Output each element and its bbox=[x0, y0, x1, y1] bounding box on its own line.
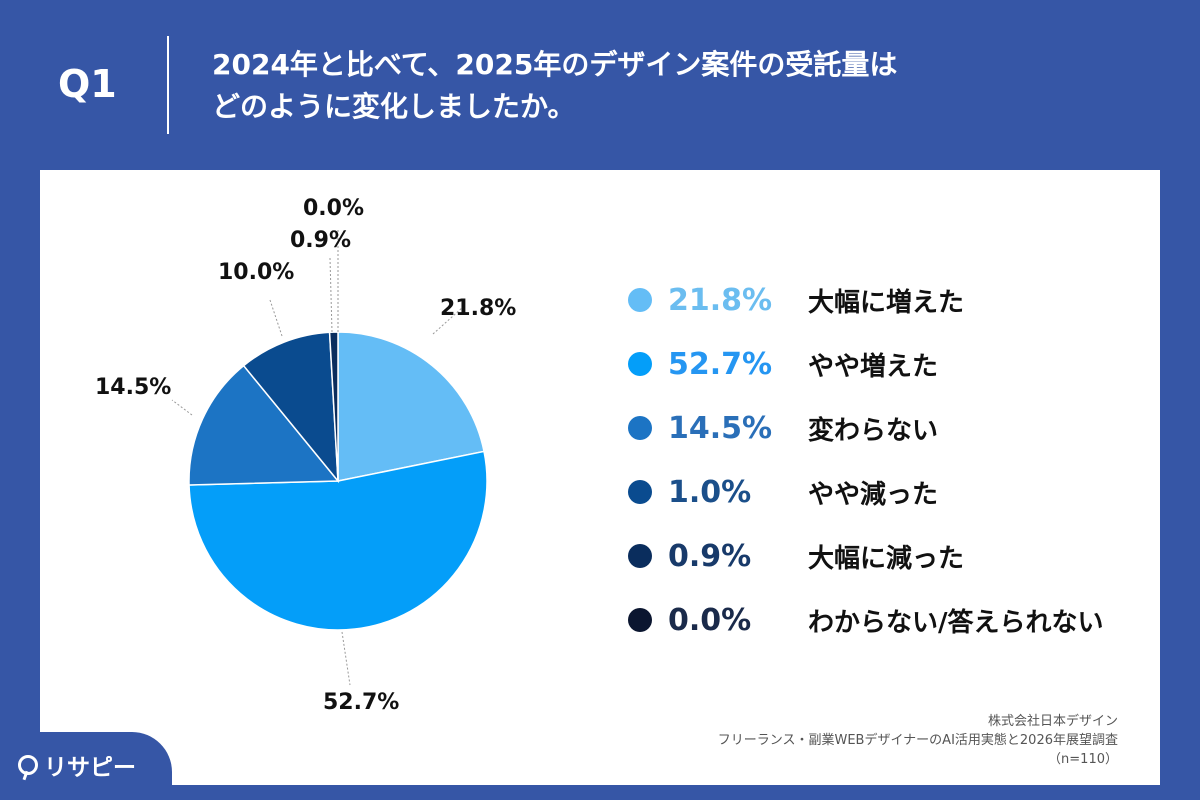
legend-item-5: 0.9% 大幅に減った bbox=[628, 536, 964, 576]
leader-line-1 bbox=[432, 306, 464, 335]
question-title: 2024年と比べて、2025年のデザイン案件の受託量は どのように変化しましたか… bbox=[212, 44, 897, 128]
pie-slice-4 bbox=[242, 331, 339, 484]
pie-slice-1 bbox=[337, 331, 485, 482]
brand-logo: リサピー bbox=[18, 748, 136, 782]
logo-text: リサピー bbox=[44, 755, 136, 781]
legend-dot bbox=[628, 352, 652, 376]
legend-label: 大幅に増えた bbox=[808, 287, 965, 318]
pin-icon bbox=[18, 755, 38, 775]
legend-item-2: 52.7% やや増えた bbox=[628, 344, 938, 384]
source-company: 株式会社日本デザイン bbox=[987, 714, 1118, 729]
legend-value: 0.0% bbox=[668, 602, 752, 638]
question-title-line-1: 2024年と比べて、2025年のデザイン案件の受託量は bbox=[212, 48, 898, 81]
legend-dot bbox=[628, 288, 652, 312]
legend-label: 変わらない bbox=[808, 415, 939, 446]
source-note: 株式会社日本デザイン フリーランス・副業WEBデザイナーのAI活用実態と2026… bbox=[718, 712, 1118, 769]
leader-line-5 bbox=[329, 257, 333, 333]
legend-dot bbox=[628, 416, 652, 440]
legend-label: やや増えた bbox=[808, 351, 939, 382]
legend-label: やや減った bbox=[808, 479, 939, 510]
leader-line-2 bbox=[341, 631, 351, 686]
leader-line-3 bbox=[171, 399, 193, 416]
legend-item-3: 14.5% 変わらない bbox=[628, 408, 938, 448]
question-number: Q1 bbox=[58, 62, 117, 106]
legend-item-6: 0.0% わからない/答えられない bbox=[628, 600, 1104, 640]
legend-value: 14.5% bbox=[668, 410, 773, 446]
pie-label-3: 14.5% bbox=[95, 375, 172, 400]
pie-label-4: 10.0% bbox=[218, 260, 295, 285]
pie-slice-2 bbox=[188, 450, 488, 631]
chart-panel: 21.8% 52.7% 14.5% 10.0% 0.9% 0.0% 21.8% 大幅に増えた… bbox=[40, 170, 1160, 785]
leader-line-4 bbox=[269, 299, 283, 337]
legend-item-1: 21.8% 大幅に増えた bbox=[628, 280, 964, 320]
pie-label-5: 0.9% bbox=[290, 228, 352, 253]
legend-dot bbox=[628, 608, 652, 632]
legend-item-4: 1.0% やや減った bbox=[628, 472, 938, 512]
question-title-line-2: どのように変化しましたか。 bbox=[212, 90, 576, 123]
pie-chart bbox=[171, 228, 488, 686]
pie-label-1: 21.8% bbox=[440, 296, 517, 321]
legend-value: 21.8% bbox=[668, 282, 773, 318]
header-divider bbox=[167, 36, 169, 134]
legend-label: 大幅に減った bbox=[808, 543, 965, 574]
legend-value: 1.0% bbox=[668, 474, 752, 510]
legend-dot bbox=[628, 480, 652, 504]
legend-label: わからない/答えられない bbox=[808, 607, 1104, 638]
source-sample-size: （n=110） bbox=[1048, 752, 1118, 767]
pie-label-6: 0.0% bbox=[303, 196, 365, 221]
legend-value: 52.7% bbox=[668, 346, 773, 382]
legend-dot bbox=[628, 544, 652, 568]
pie-label-2: 52.7% bbox=[323, 690, 400, 715]
legend-value: 0.9% bbox=[668, 538, 752, 574]
source-survey: フリーランス・副業WEBデザイナーのAI活用実態と2026年展望調査 bbox=[717, 733, 1118, 748]
pie-slice-3 bbox=[188, 364, 340, 486]
